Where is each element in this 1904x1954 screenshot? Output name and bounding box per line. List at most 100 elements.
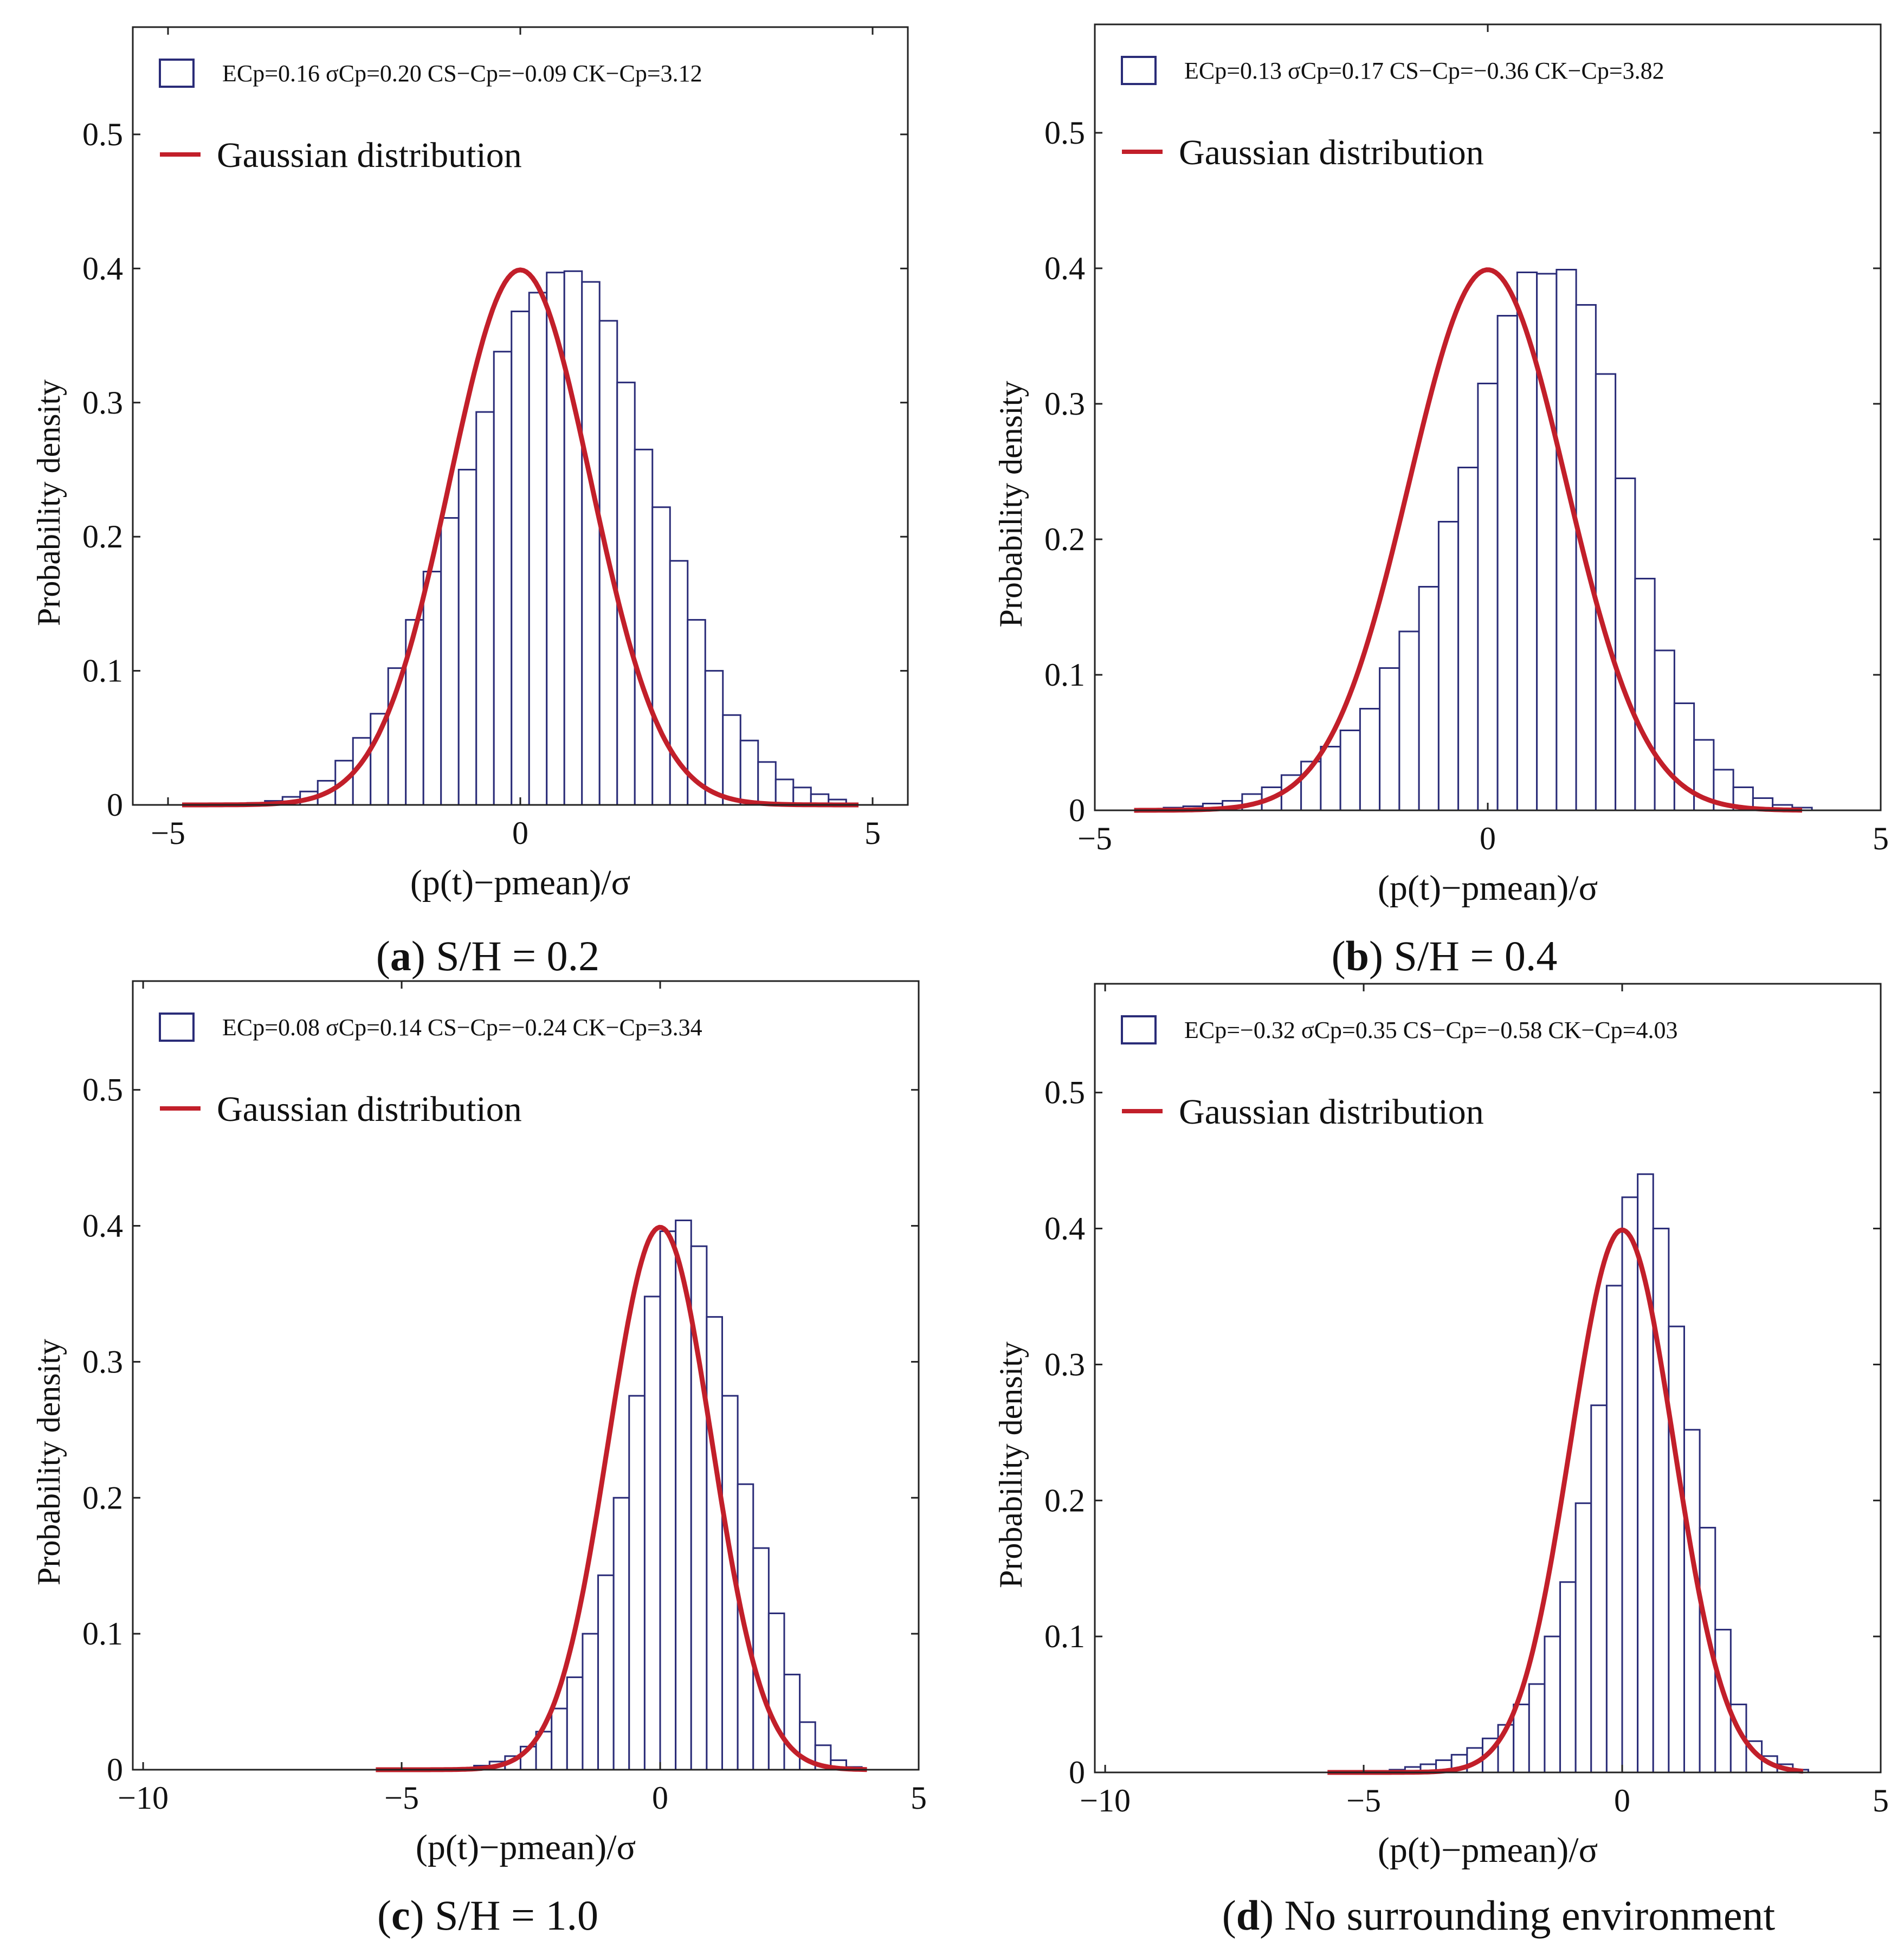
- x-tick-label: 0: [1480, 821, 1496, 856]
- x-tick-label: 5: [1873, 1783, 1889, 1818]
- y-tick-label: 0.3: [82, 1344, 123, 1379]
- caption-a: (a) S/H = 0.2: [376, 932, 599, 979]
- x-tick-label: 5: [1873, 821, 1889, 856]
- caption-d-rest: No surrounding environment: [1274, 1892, 1775, 1939]
- x-tick-label: −10: [1080, 1783, 1131, 1818]
- legend-histogram-label: ECp=0.13 σCp=0.17 CS−Cp=−0.36 CK−Cp=3.82: [1184, 57, 1664, 84]
- axes-frame: [1094, 983, 1882, 1774]
- histogram-bar: [1320, 746, 1341, 811]
- y-axis-label: Probability density: [993, 381, 1029, 628]
- histogram-bar: [440, 517, 460, 806]
- x-tick-label: 0: [512, 815, 528, 851]
- y-tick-label: 0.3: [1044, 1346, 1085, 1382]
- histogram-bar: [1634, 578, 1656, 811]
- histogram-bar: [1496, 315, 1518, 811]
- histogram-bar: [1668, 1325, 1686, 1774]
- histogram-bar: [628, 1395, 646, 1771]
- x-axis-label: (p(t)−pmean)/σ: [416, 1828, 636, 1867]
- histogram-bar: [422, 571, 442, 806]
- x-tick-label: −5: [1346, 1783, 1381, 1818]
- caption-b-rest: S/H = 0.4: [1383, 932, 1557, 979]
- caption-c-letter: c: [391, 1892, 410, 1939]
- histogram-bar: [767, 1613, 785, 1771]
- y-tick-label: 0.4: [82, 250, 123, 286]
- x-axis-label: (p(t)−pmean)/σ: [410, 863, 630, 902]
- histogram-bar: [1605, 1285, 1623, 1774]
- histogram-bar: [1457, 467, 1479, 811]
- histogram-bar: [1379, 667, 1400, 811]
- y-tick-label: 0.5: [1044, 115, 1085, 151]
- caption-a-rest: S/H = 0.2: [425, 932, 599, 979]
- histogram-bar: [1513, 1704, 1530, 1774]
- histogram-bar: [1654, 649, 1675, 811]
- y-tick-label: 0.4: [1044, 250, 1085, 286]
- histogram-bar: [1590, 1404, 1608, 1774]
- legend-histogram-label: ECp=0.16 σCp=0.20 CS−Cp=−0.09 CK−Cp=3.12: [222, 60, 702, 87]
- histogram-bar: [1544, 1635, 1561, 1774]
- y-tick-label: 0: [1069, 792, 1085, 828]
- histogram-bar: [1437, 521, 1460, 811]
- histogram-bar: [1398, 630, 1420, 811]
- y-tick-label: 0.1: [82, 1616, 123, 1652]
- x-tick-label: −5: [384, 1780, 419, 1816]
- legend-gaussian-label: Gaussian distribution: [217, 1089, 522, 1129]
- histogram-bar: [1559, 1581, 1577, 1774]
- histogram-bar: [634, 448, 654, 806]
- y-tick-label: 0.2: [82, 519, 123, 554]
- x-tick-label: 5: [864, 815, 881, 851]
- y-tick-label: 0: [107, 787, 123, 823]
- histogram-bar: [659, 1230, 677, 1771]
- y-tick-label: 0.2: [82, 1480, 123, 1516]
- histogram-bar: [1595, 373, 1617, 811]
- histogram-bar: [566, 1676, 584, 1771]
- histogram-bar: [511, 311, 530, 806]
- y-tick-label: 0.2: [1044, 1482, 1085, 1518]
- histogram-bar: [706, 1316, 724, 1771]
- histogram-bar: [752, 1547, 770, 1771]
- histogram-bar: [1536, 273, 1558, 811]
- histogram-bar: [581, 281, 601, 806]
- caption-b-letter: b: [1346, 932, 1369, 979]
- histogram-bar: [643, 1295, 661, 1771]
- y-tick-label: 0.3: [82, 385, 123, 421]
- y-tick-label: 0: [107, 1752, 123, 1788]
- x-axis-label: (p(t)−pmean)/σ: [1378, 1830, 1598, 1870]
- y-axis-label: Probability density: [31, 1339, 67, 1585]
- y-tick-label: 0.5: [82, 117, 123, 152]
- histogram-bar: [1528, 1683, 1546, 1774]
- gaussian-curve: [182, 267, 859, 808]
- histogram-bar: [1652, 1228, 1670, 1774]
- legend-histogram-swatch: [1121, 1015, 1157, 1044]
- y-tick-label: 0: [1069, 1755, 1085, 1790]
- y-tick-label: 0.1: [1044, 657, 1085, 693]
- histogram-bar: [757, 761, 777, 806]
- x-tick-label: 5: [911, 1780, 927, 1816]
- histogram-bar: [651, 506, 671, 806]
- axes-frame: [132, 980, 920, 1771]
- legend-gaussian-label: Gaussian distribution: [1179, 133, 1484, 172]
- legend-gaussian-label: Gaussian distribution: [1179, 1092, 1484, 1132]
- histogram-bar: [612, 1497, 630, 1771]
- y-tick-label: 0.1: [82, 653, 123, 689]
- subplot-a: 0 0.1 0.2 0.3 0.4 0.5 −5 0 5 (p(t)−pmean)/σ Probab…: [31, 26, 909, 902]
- histogram-bar: [1714, 1629, 1732, 1774]
- y-tick-label: 0.1: [1044, 1618, 1085, 1654]
- legend-histogram-swatch: [159, 59, 195, 88]
- histogram-bar: [1673, 702, 1695, 811]
- caption-c-rest: S/H = 1.0: [424, 1892, 598, 1939]
- histogram-bar: [704, 670, 724, 806]
- subplot-b: 00.10.20.30.40.5−5 0 5(p(t)−pmean)/σProbab…: [993, 23, 1889, 908]
- histogram-bar: [1683, 1429, 1701, 1774]
- histogram-bar: [1418, 586, 1440, 811]
- histogram-bar: [1556, 269, 1577, 811]
- gaussian-curve: [1134, 267, 1803, 813]
- histogram-bar: [563, 270, 583, 806]
- legend-histogram-label: ECp=−0.32 σCp=0.35 CS−Cp=−0.58 CK−Cp=4.0…: [1184, 1017, 1677, 1043]
- histogram-bar: [1339, 730, 1361, 811]
- caption-a-letter: a: [390, 932, 411, 979]
- y-tick-label: 0.2: [1044, 521, 1085, 557]
- histogram-bar: [616, 382, 636, 806]
- y-tick-label: 0.4: [1044, 1211, 1085, 1247]
- histogram-bar: [722, 714, 741, 806]
